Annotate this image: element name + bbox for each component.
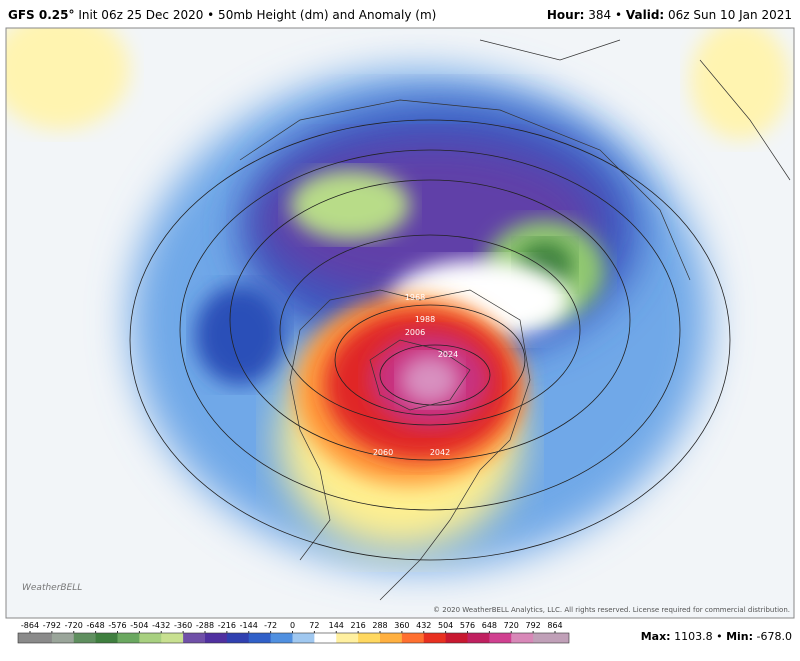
colorbar-segment — [533, 633, 556, 643]
colorbar-tick-label: -720 — [65, 621, 83, 630]
colorbar-segment — [117, 633, 140, 643]
min: -678.0 — [757, 630, 792, 643]
contour-label: 2024 — [438, 350, 458, 359]
colorbar-tick-label: 864 — [547, 621, 562, 630]
colorbar-tick-label: -360 — [174, 621, 192, 630]
logo: WeatherBELL — [22, 583, 82, 593]
valid-label: Valid: — [626, 8, 664, 22]
colorbar-segment — [489, 633, 512, 643]
colorbar-segment — [314, 633, 337, 643]
contour-label: 1988 — [415, 315, 435, 324]
colorbar-segment — [51, 633, 75, 643]
init: Init 06z 25 Dec 2020 • 50mb Height (dm) … — [78, 8, 436, 22]
colorbar-segment — [445, 633, 468, 643]
colorbar-segment — [248, 633, 272, 643]
colorbar-tick-label: -576 — [108, 621, 126, 630]
colorbar-tick-label: -648 — [87, 621, 105, 630]
colorbar-end — [555, 633, 569, 643]
colorbar-tick-label: -504 — [130, 621, 148, 630]
colorbar-segment — [292, 633, 315, 643]
colorbar-tick-label: -72 — [264, 621, 277, 630]
map-frame — [5, 27, 795, 619]
min-label: Min: — [726, 630, 753, 643]
colorbar-segment — [205, 633, 228, 643]
colorbar-tick-label: -792 — [43, 621, 61, 630]
colorbar-tick-label: -288 — [196, 621, 214, 630]
header-left: GFS 0.25° Init 06z 25 Dec 2020 • 50mb He… — [8, 8, 436, 22]
colorbar-tick-label: 432 — [416, 621, 431, 630]
colorbar-tick-label: 72 — [309, 621, 319, 630]
stats: Max: 1103.8 • Min: -678.0 — [641, 630, 792, 643]
contour-label: 2006 — [405, 328, 425, 337]
colorbar-segment — [423, 633, 447, 643]
colorbar-tick-label: -144 — [240, 621, 258, 630]
header-right: Hour: 384 • Valid: 06z Sun 10 Jan 2021 — [547, 8, 792, 22]
hour-label: Hour: — [547, 8, 585, 22]
colorbar-tick-label: 792 — [525, 621, 540, 630]
colorbar-tick-label: -432 — [152, 621, 170, 630]
copyright: © 2020 WeatherBELL Analytics, LLC. All r… — [433, 606, 790, 614]
colorbar-segment — [511, 633, 534, 643]
colorbar-segment — [183, 633, 206, 643]
colorbar-frame — [17, 632, 570, 644]
valid: 06z Sun 10 Jan 2021 — [668, 8, 792, 22]
contour-label: 2060 — [373, 448, 393, 457]
colorbar-tick-label: 648 — [482, 621, 497, 630]
colorbar-tick-label: 288 — [372, 621, 387, 630]
colorbar-segment — [380, 633, 403, 643]
colorbar-segment — [467, 633, 490, 643]
colorbar-segment — [139, 633, 162, 643]
colorbar: -864 -792 -720 -648 -576 -504 -432 -360 -288 -216… — [17, 621, 570, 644]
contour-label: 1968 — [405, 293, 425, 302]
model: GFS 0.25° — [8, 8, 74, 22]
colorbar-tick-label: 576 — [460, 621, 475, 630]
colorbar-segment — [161, 633, 184, 643]
colorbar-segment — [226, 633, 250, 643]
colorbar-segment — [358, 633, 381, 643]
colorbar-segment — [336, 633, 359, 643]
colorbar-tick-label: 504 — [438, 621, 453, 630]
colorbar-segment — [73, 633, 97, 643]
colorbar-segment — [30, 633, 53, 643]
colorbar-tick-label: 0 — [290, 621, 295, 630]
colorbar-segment — [95, 633, 118, 643]
colorbar-tick-label: -864 — [21, 621, 39, 630]
colorbar-segment — [401, 633, 425, 643]
max-label: Max: — [641, 630, 671, 643]
hour: 384 • — [588, 8, 622, 22]
colorbar-end — [18, 633, 30, 643]
contour-label: 2042 — [430, 448, 450, 457]
colorbar-tick-label: 720 — [504, 621, 519, 630]
max: 1103.8 — [674, 630, 713, 643]
colorbar-tick-label: -216 — [218, 621, 236, 630]
colorbar-tick-label: 144 — [329, 621, 344, 630]
colorbar-tick-label: 360 — [394, 621, 409, 630]
colorbar-segment — [270, 633, 293, 643]
colorbar-tick-label: 216 — [350, 621, 365, 630]
map: WeatherBELL © 2020 WeatherBELL Analytics… — [6, 28, 794, 618]
